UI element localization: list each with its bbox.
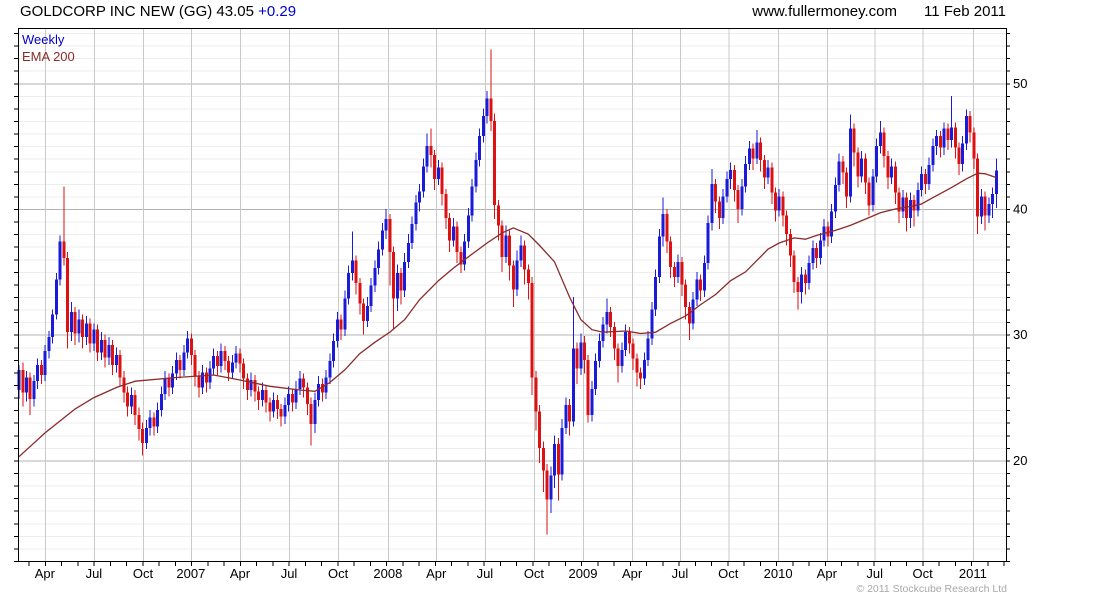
candles-series <box>17 49 998 535</box>
x-axis-label: 2008 <box>373 566 402 581</box>
x-axis-label: Oct <box>133 566 154 581</box>
plot-border <box>18 28 1007 562</box>
x-axis-label: Apr <box>35 566 56 581</box>
legend-timeframe: Weekly <box>22 32 65 47</box>
x-axis-label: Jul <box>672 566 689 581</box>
y-axis-label: 50 <box>1013 76 1027 91</box>
copyright-notice: © 2011 Stockcube Research Ltd <box>856 583 1007 595</box>
x-axis-label: Jul <box>866 566 883 581</box>
x-axis-label: Apr <box>817 566 838 581</box>
legend-ema: EMA 200 <box>22 49 75 64</box>
price-change: +0.29 <box>258 3 297 20</box>
y-axis-label: 30 <box>1013 327 1027 342</box>
chart-legend: Weekly EMA 200 <box>22 31 75 65</box>
y-axis-label: 40 <box>1013 202 1027 217</box>
x-axis-label: Oct <box>913 566 934 581</box>
x-axis-label: Oct <box>524 566 545 581</box>
ema-200-line <box>18 172 997 458</box>
page-title: GOLDCORP INC NEW (GG) 43.05 +0.29 <box>20 3 296 20</box>
x-axis-label: 2010 <box>764 566 793 581</box>
x-axis-label: 2007 <box>176 566 205 581</box>
chart-date: 11 Feb 2011 <box>923 3 1006 20</box>
x-axis-label: 2011 <box>959 566 987 581</box>
x-axis-label: Apr <box>426 566 447 581</box>
x-axis-label: Jul <box>86 566 103 581</box>
x-axis-label: 2009 <box>569 566 598 581</box>
x-axis-label: Apr <box>622 566 643 581</box>
site-url: www.fullermoney.com <box>752 3 897 20</box>
x-axis-label: Jul <box>281 566 298 581</box>
x-axis-label: Apr <box>230 566 251 581</box>
x-axis-label: Jul <box>477 566 494 581</box>
instrument-title: GOLDCORP INC NEW (GG) 43.05 <box>20 3 259 20</box>
y-axis-label: 20 <box>1013 453 1027 468</box>
x-axis-label: Oct <box>328 566 349 581</box>
x-axis-label: Oct <box>718 566 739 581</box>
